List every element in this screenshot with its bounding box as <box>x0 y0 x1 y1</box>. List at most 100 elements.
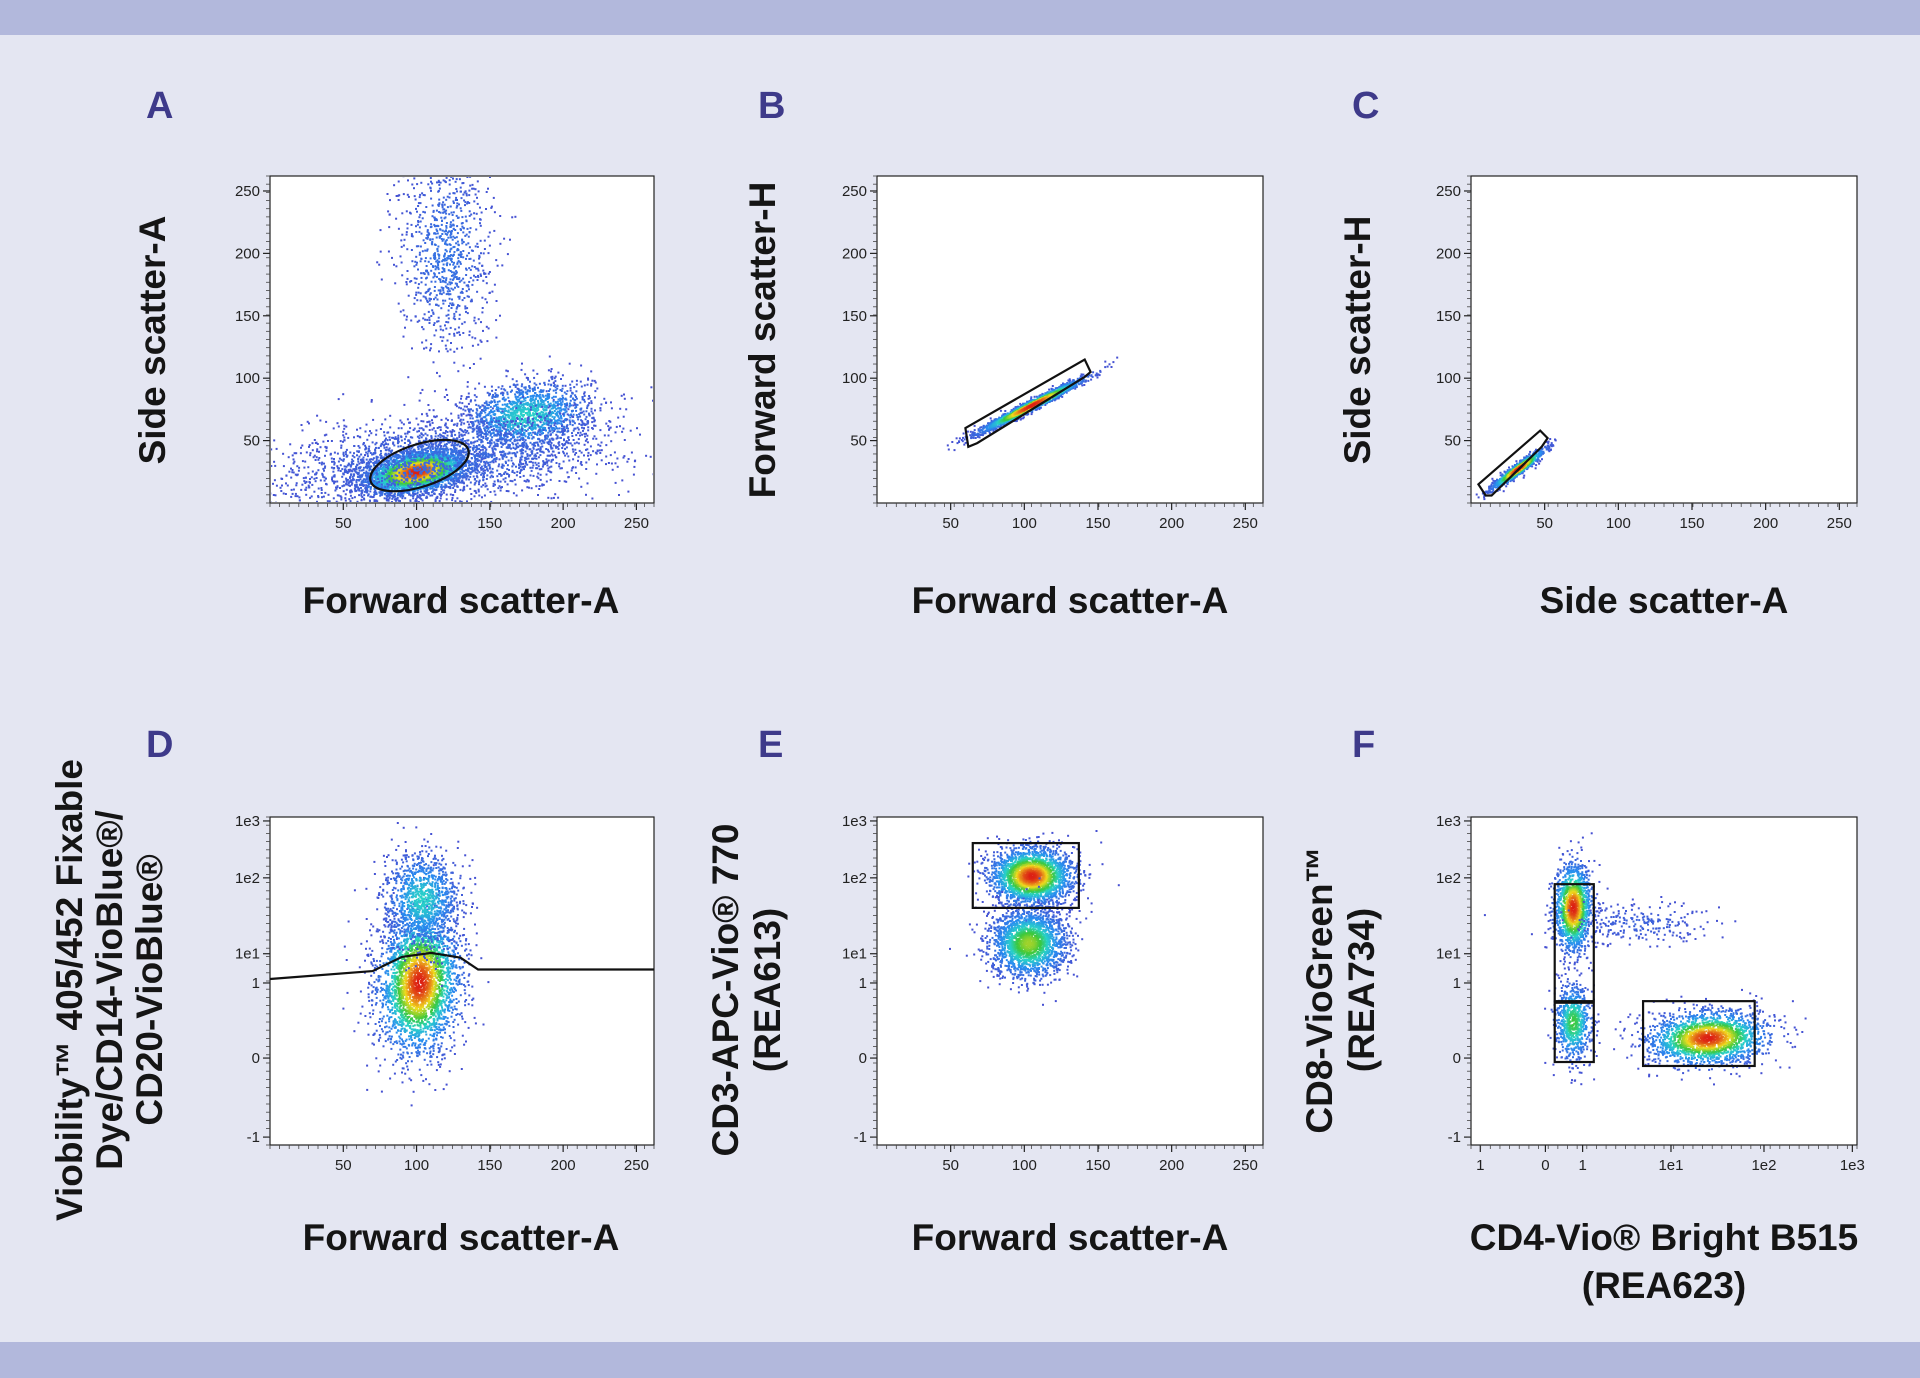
event-dot <box>485 427 488 430</box>
event-dot <box>382 463 384 466</box>
event-dot <box>390 469 393 472</box>
event-dot <box>485 402 488 405</box>
event-dot <box>416 492 419 495</box>
event-dot <box>499 416 502 419</box>
event-dot <box>514 405 517 408</box>
event-dot <box>458 459 461 461</box>
event-dot <box>486 441 489 444</box>
event-dot <box>451 497 454 499</box>
event-dot <box>503 438 506 441</box>
event-dot <box>404 326 406 329</box>
event-dot <box>491 447 494 450</box>
event-dot <box>398 487 401 490</box>
event-dot <box>384 493 387 495</box>
event-dot <box>517 414 520 417</box>
event-dot <box>475 403 478 406</box>
event-dot <box>451 459 454 462</box>
event-dot <box>528 390 531 393</box>
event-dot <box>533 399 536 402</box>
event-dot <box>520 385 523 388</box>
event-dot <box>389 476 392 479</box>
event-dot <box>479 405 482 408</box>
event-dot <box>503 399 506 402</box>
event-dot <box>440 488 443 491</box>
event-dot <box>386 491 389 494</box>
event-dot <box>481 432 484 434</box>
event-dot <box>507 423 510 426</box>
event-dot <box>393 492 396 495</box>
event-dot <box>509 419 512 422</box>
event-dot <box>479 449 482 452</box>
event-dot <box>561 374 564 377</box>
event-dot <box>568 438 570 441</box>
event-dot <box>504 409 507 412</box>
event-dot <box>520 437 523 440</box>
event-dot <box>571 392 574 395</box>
event-dot <box>488 394 491 397</box>
event-dot <box>485 414 488 417</box>
event-dot <box>333 480 336 483</box>
event-dot <box>542 411 545 414</box>
event-dot <box>509 401 512 403</box>
event-dot <box>560 415 562 418</box>
event-dot <box>583 398 586 401</box>
event-dot <box>497 418 500 421</box>
event-dot <box>534 423 536 426</box>
event-dot <box>429 487 432 490</box>
event-dot <box>482 421 485 424</box>
event-dot <box>540 414 543 417</box>
event-dot <box>540 425 543 428</box>
event-dot <box>582 429 584 432</box>
event-dot <box>391 497 394 500</box>
event-dot <box>468 410 471 413</box>
event-dot <box>516 430 519 432</box>
event-dot <box>363 490 366 493</box>
event-dot <box>558 417 561 420</box>
event-dot <box>560 416 563 419</box>
event-dot <box>553 416 556 419</box>
event-dot <box>490 411 493 414</box>
event-dot <box>572 429 575 432</box>
event-dot <box>568 419 571 422</box>
event-dot <box>495 394 497 397</box>
event-dot <box>524 417 527 420</box>
event-dot <box>579 401 582 404</box>
event-dot <box>583 391 586 394</box>
event-dot <box>469 467 472 470</box>
event-dot <box>367 460 370 463</box>
event-dot <box>350 483 353 486</box>
event-dot <box>505 375 508 378</box>
event-dot <box>501 385 504 388</box>
event-dot <box>592 416 595 419</box>
event-dot <box>422 494 425 497</box>
event-dot <box>344 499 347 502</box>
event-dot <box>509 427 512 429</box>
event-dot <box>533 387 536 390</box>
event-dot <box>379 494 382 497</box>
event-dot <box>479 357 482 360</box>
event-dot <box>542 389 545 392</box>
event-dot <box>401 497 404 500</box>
event-dot <box>401 487 404 489</box>
event-dot <box>513 436 515 439</box>
event-dot <box>536 419 539 422</box>
event-dot <box>556 385 559 388</box>
event-dot <box>548 429 551 432</box>
event-dot <box>424 479 427 482</box>
event-dot <box>573 427 576 430</box>
event-dot <box>483 406 486 409</box>
event-dot <box>444 432 447 435</box>
event-dot <box>547 400 549 403</box>
event-dot <box>516 411 518 414</box>
event-dot <box>563 391 566 394</box>
event-dot <box>502 415 504 418</box>
event-dot <box>442 445 445 448</box>
event-dot <box>591 417 594 420</box>
event-dot <box>497 408 500 410</box>
event-dot <box>530 434 533 437</box>
event-dot <box>465 477 468 480</box>
event-dot <box>353 487 356 490</box>
event-dot <box>415 499 418 502</box>
event-dot <box>496 165 498 167</box>
event-dot <box>499 435 502 438</box>
